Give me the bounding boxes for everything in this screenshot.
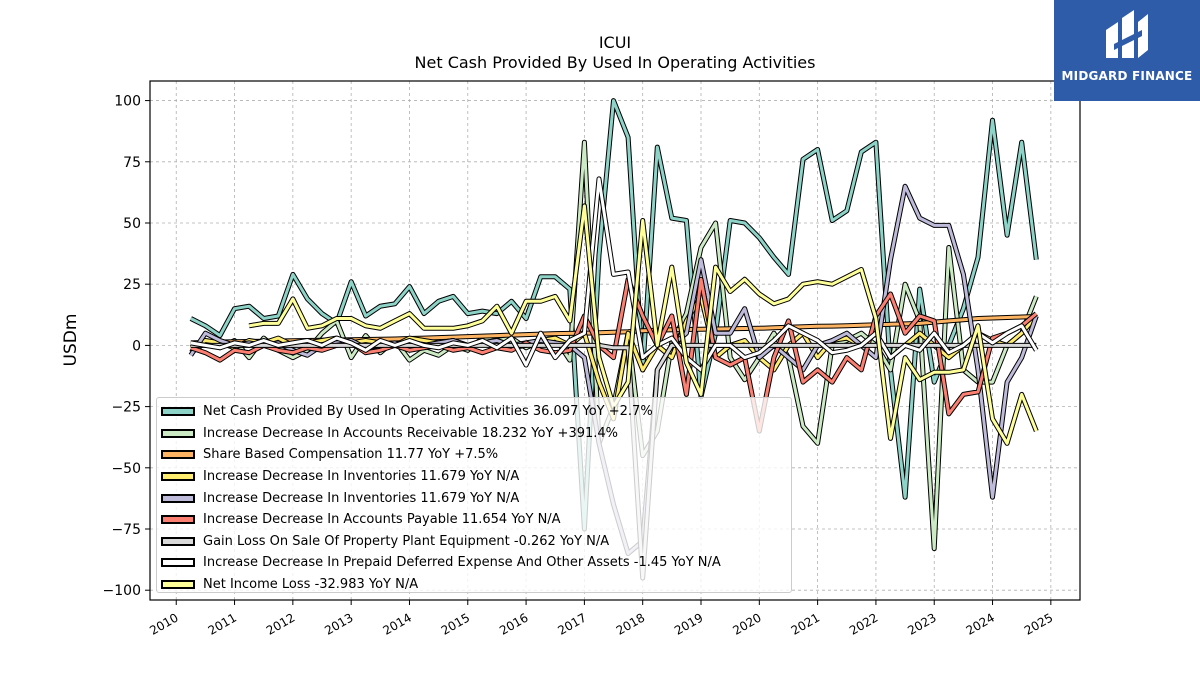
legend-swatch: [161, 450, 195, 460]
legend-label: Net Cash Provided By Used In Operating A…: [203, 404, 653, 420]
x-tick-label: 2019: [672, 610, 705, 637]
legend-label: Gain Loss On Sale Of Property Plant Equi…: [203, 533, 610, 549]
plot-frame: [149, 80, 1081, 601]
y-tick-label: −75: [111, 522, 141, 538]
y-tick-label: −50: [111, 461, 141, 477]
legend-swatch: [161, 428, 195, 438]
legend-item: Net Cash Provided By Used In Operating A…: [161, 401, 791, 423]
legend-item: Increase Decrease In Prepaid Deferred Ex…: [161, 552, 791, 574]
x-tick-label: 2022: [847, 610, 880, 637]
legend-swatch: [161, 558, 195, 568]
x-tick-label: 2016: [497, 610, 530, 637]
legend-item: Share Based Compensation 11.77 YoY +7.5%: [161, 444, 791, 466]
legend-swatch: [161, 536, 195, 546]
x-tick-label: 2010: [147, 610, 180, 637]
x-axis: 2010 2011 2012 2013 2014 2015 2016 2017 2018 2019…: [147, 600, 1055, 638]
x-tick-label: 2017: [555, 610, 588, 637]
legend-label: Net Income Loss -32.983 YoY N/A: [203, 577, 419, 593]
legend-item: Increase Decrease In Inventories 11.679 …: [161, 487, 791, 509]
x-tick-label: 2021: [789, 610, 822, 637]
legend-swatch: [161, 515, 195, 525]
brand-logo: MIDGARD FINANCE: [1054, 0, 1200, 101]
y-tick-label: 50: [123, 216, 141, 232]
series-line-8: [190, 177, 1038, 372]
legend-item: Increase Decrease In Accounts Receivable…: [161, 423, 791, 445]
legend-swatch: [161, 580, 195, 590]
chart-title: ICUI: [599, 33, 631, 52]
legend-swatch: [161, 407, 195, 417]
y-axis-label: USDm: [61, 314, 81, 367]
x-tick-label: 2012: [264, 610, 297, 637]
legend-swatch: [161, 472, 195, 482]
y-tick-label: −25: [111, 400, 141, 416]
x-tick-label: 2024: [964, 610, 997, 637]
x-tick-label: 2014: [381, 610, 414, 637]
y-axis: −100 −75 −50 −25 0 25 50 75 100: [103, 94, 150, 599]
x-tick-label: 2025: [1022, 610, 1055, 637]
series-line-7: [190, 343, 1037, 580]
x-tick-label: 2023: [905, 610, 938, 637]
x-tick-label: 2020: [730, 610, 763, 637]
y-tick-label: 25: [123, 277, 141, 293]
x-tick-label: 2015: [439, 610, 472, 637]
legend-label: Increase Decrease In Inventories 11.679 …: [203, 469, 520, 485]
logo-mark-icon: [1106, 10, 1148, 58]
legend-item: Net Income Loss -32.983 YoY N/A: [161, 574, 791, 596]
x-tick-label: 2013: [322, 610, 355, 637]
legend-swatch: [161, 493, 195, 503]
legend-label: Share Based Compensation 11.77 YoY +7.5%: [203, 447, 499, 463]
legend: Net Cash Provided By Used In Operating A…: [156, 397, 792, 593]
y-tick-label: 100: [114, 94, 141, 110]
legend-item: Gain Loss On Sale Of Property Plant Equi…: [161, 531, 791, 553]
legend-item: Increase Decrease In Inventories 11.679 …: [161, 466, 791, 488]
y-tick-label: 75: [123, 155, 141, 171]
legend-label: Increase Decrease In Inventories 11.679 …: [203, 490, 520, 506]
y-tick-label: 0: [132, 338, 141, 354]
legend-item: Increase Decrease In Accounts Payable 11…: [161, 509, 791, 531]
legend-label: Increase Decrease In Accounts Payable 11…: [203, 512, 561, 528]
y-tick-label: −100: [103, 583, 141, 599]
x-tick-label: 2011: [206, 610, 239, 637]
legend-label: Increase Decrease In Accounts Receivable…: [203, 425, 619, 441]
series-line-9: [248, 204, 1038, 445]
brand-name: MIDGARD FINANCE: [1061, 69, 1193, 83]
legend-label: Increase Decrease In Prepaid Deferred Ex…: [203, 555, 721, 571]
chart-subtitle: Net Cash Provided By Used In Operating A…: [415, 53, 816, 72]
x-tick-label: 2018: [614, 610, 647, 637]
